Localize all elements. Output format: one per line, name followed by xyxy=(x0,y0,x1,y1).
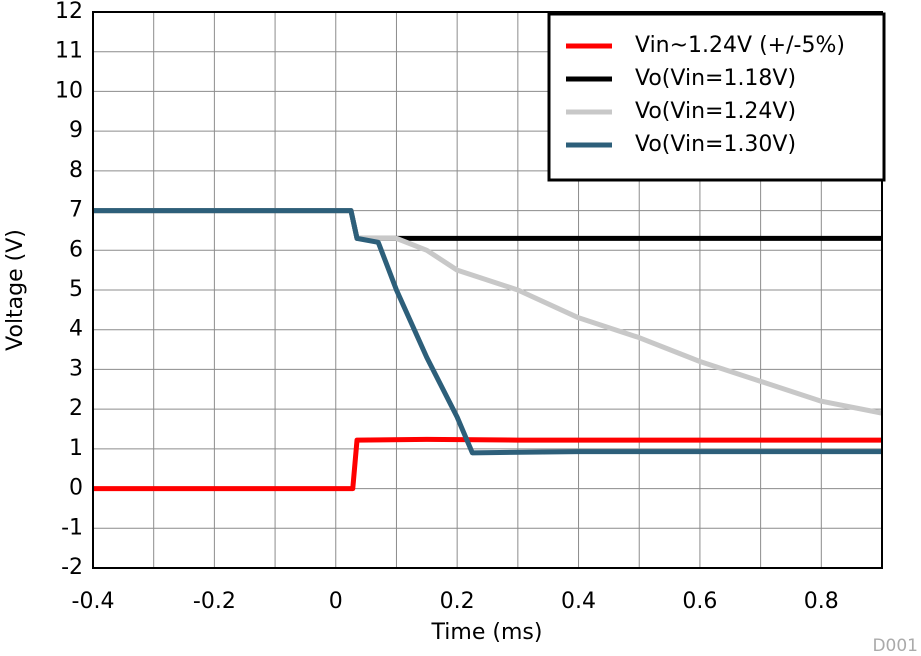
x-tick-label: 0.4 xyxy=(561,589,596,614)
plot-border xyxy=(92,11,883,569)
y-tick-label: 1 xyxy=(69,436,83,461)
y-tick-label: 5 xyxy=(69,277,83,302)
y-tick-label: 2 xyxy=(69,396,83,421)
y-tick-label: 9 xyxy=(69,118,83,143)
legend-label: Vin~1.24V (+/-5%) xyxy=(635,33,845,58)
x-tick-label: 0 xyxy=(329,589,343,614)
x-axis-label: Time (ms) xyxy=(431,620,543,645)
x-tick-label: -0.2 xyxy=(193,589,236,614)
x-tick-label: -0.4 xyxy=(72,589,115,614)
y-tick-label: 0 xyxy=(69,476,83,501)
legend-label: Vo(Vin=1.30V) xyxy=(635,132,796,157)
y-tick-label: 3 xyxy=(69,356,83,381)
x-tick-label: 0.8 xyxy=(804,589,839,614)
series-line xyxy=(93,208,882,241)
y-axis-label: Voltage (V) xyxy=(3,229,28,351)
y-tick-label: 6 xyxy=(69,237,83,262)
y-tick-label: 11 xyxy=(55,39,83,64)
y-tick-label: 7 xyxy=(69,198,83,223)
y-tick-label: 10 xyxy=(55,78,83,103)
y-tick-label: 8 xyxy=(69,158,83,183)
series-line xyxy=(93,436,882,492)
series-line xyxy=(93,208,882,456)
x-tick-label: 0.2 xyxy=(440,589,475,614)
footnote: D001 xyxy=(872,636,918,656)
legend-label: Vo(Vin=1.24V) xyxy=(635,99,796,124)
y-tick-label: -2 xyxy=(61,555,83,580)
y-tick-label: 12 xyxy=(55,0,83,24)
series-line xyxy=(93,208,883,416)
legend-label: Vo(Vin=1.18V) xyxy=(635,66,796,91)
legend-box xyxy=(547,12,886,182)
y-tick-label: -1 xyxy=(61,515,83,540)
y-tick-label: 4 xyxy=(69,317,83,342)
x-tick-label: 0.6 xyxy=(682,589,717,614)
